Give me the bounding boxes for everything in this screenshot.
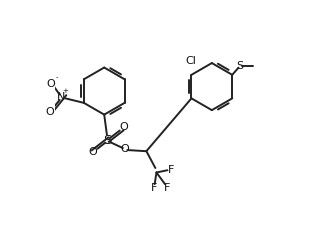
Text: F: F [151, 183, 157, 193]
Text: -: - [55, 74, 58, 81]
Text: +: + [62, 88, 68, 94]
Text: O: O [46, 79, 55, 89]
Text: O: O [89, 147, 98, 157]
Text: F: F [164, 183, 170, 193]
Text: N: N [57, 92, 65, 102]
Text: O: O [119, 122, 128, 132]
Text: O: O [45, 107, 54, 117]
Text: O: O [121, 144, 130, 154]
Text: S: S [236, 61, 243, 71]
Text: F: F [168, 165, 174, 175]
Text: Cl: Cl [185, 56, 196, 66]
Text: S: S [104, 134, 112, 147]
